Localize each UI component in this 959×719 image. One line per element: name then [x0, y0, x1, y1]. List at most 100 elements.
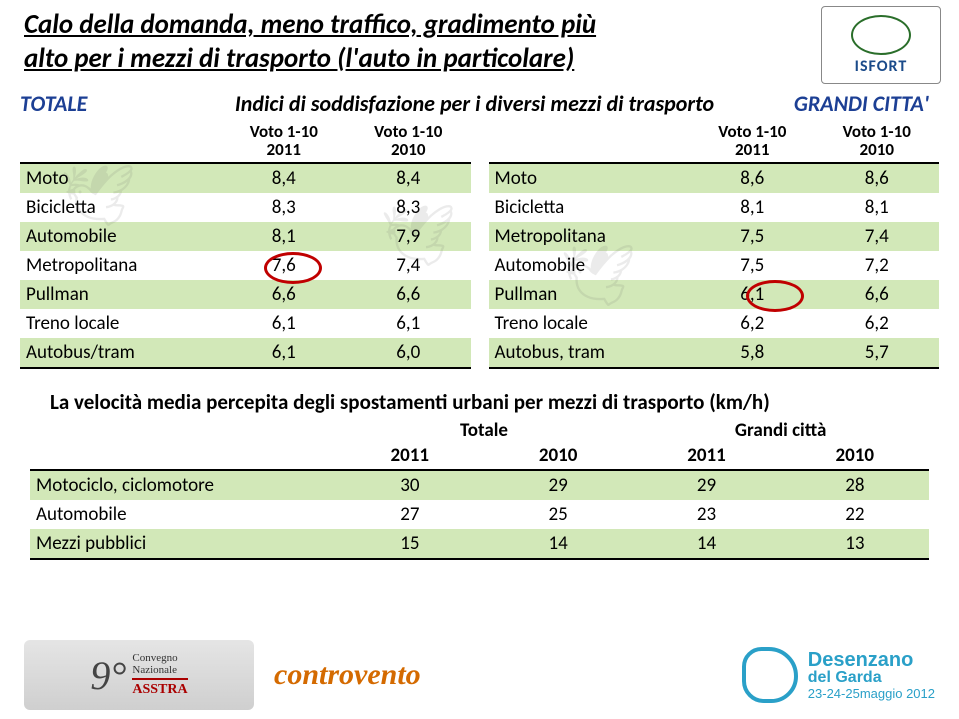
page-title-block: Calo della domanda, meno traffico, gradi…	[0, 0, 959, 76]
cell-label: Autobus, tram	[489, 338, 691, 368]
cell-value: 6,0	[346, 338, 470, 368]
cell-value: 7,5	[690, 222, 814, 251]
cell-label: Automobile	[20, 222, 222, 251]
label-totale: TOTALE	[20, 90, 180, 117]
logo-ring-icon	[851, 15, 911, 55]
table-row: Pullman6,66,6	[20, 280, 471, 309]
col-2010: 2010	[484, 444, 632, 470]
table-speed: Totale Grandi città 2011 2010 2011 2010 …	[30, 419, 929, 560]
cell-label: Moto	[489, 163, 691, 193]
table-row: Bicicletta8,38,3	[20, 193, 471, 222]
speed-section: La velocità media percepita degli sposta…	[0, 369, 959, 560]
table-row: Metropolitana7,57,4	[489, 222, 940, 251]
title-line-2: alto per i mezzi di trasporto (l'auto in…	[24, 42, 935, 76]
cell-value: 27	[336, 500, 484, 529]
cell-label: Automobile	[489, 251, 691, 280]
cell-value: 7,5	[690, 251, 814, 280]
cell-label: Metropolitana	[20, 251, 222, 280]
cell-value: 6,6	[222, 280, 346, 309]
cell-label: Pullman	[489, 280, 691, 309]
col-2010: 2010	[781, 444, 929, 470]
col-blank	[489, 121, 691, 163]
col-2011: 2011	[632, 444, 780, 470]
cell-value: 6,1	[222, 338, 346, 368]
cell-label: Autobus/tram	[20, 338, 222, 368]
table-totale: Voto 1-102011 Voto 1-102010 Moto8,48,4Bi…	[20, 121, 471, 369]
cell-label: Treno locale	[489, 309, 691, 338]
convegno-text: Convegno Nazionale ASSTRA	[132, 652, 187, 698]
table-row: Metropolitana7,67,4	[20, 251, 471, 280]
table-row: Mezzi pubblici15141413	[30, 529, 929, 559]
table-row: Moto8,48,4	[20, 163, 471, 193]
group-grandi: Grandi città	[632, 419, 929, 444]
footer: 9° Convegno Nazionale ASSTRA controvento…	[0, 631, 959, 719]
convegno-number: 9°	[90, 652, 126, 699]
table-row: Automobile27252322	[30, 500, 929, 529]
cell-value: 8,1	[815, 193, 939, 222]
col-voto-2010: Voto 1-102010	[815, 121, 939, 163]
cell-value: 7,4	[815, 222, 939, 251]
isfort-logo: ISFORT	[821, 6, 941, 84]
cell-value: 6,6	[346, 280, 470, 309]
col-voto-2011: Voto 1-102011	[222, 121, 346, 163]
cell-value: 6,6	[815, 280, 939, 309]
cell-label: Treno locale	[20, 309, 222, 338]
cell-value: 7,2	[815, 251, 939, 280]
table-row: Pullman6,16,6	[489, 280, 940, 309]
table-row: Treno locale6,16,1	[20, 309, 471, 338]
cell-value: 8,4	[346, 163, 470, 193]
convegno-badge: 9° Convegno Nazionale ASSTRA	[24, 640, 254, 710]
speed-title: La velocità media percepita degli sposta…	[30, 389, 929, 415]
cell-label: Bicicletta	[20, 193, 222, 222]
cell-value: 6,2	[690, 309, 814, 338]
cell-value: 6,1	[690, 280, 814, 309]
cell-label: Mezzi pubblici	[30, 529, 336, 559]
cell-label: Motociclo, ciclomotore	[30, 470, 336, 500]
cell-value: 29	[632, 470, 780, 500]
cell-label: Metropolitana	[489, 222, 691, 251]
label-grandi-citta: GRANDI CITTA'	[769, 90, 929, 117]
cell-value: 13	[781, 529, 929, 559]
cell-value: 25	[484, 500, 632, 529]
subtitle: Indici di soddisfazione per i diversi me…	[180, 90, 769, 117]
cell-value: 8,4	[222, 163, 346, 193]
cell-value: 7,6	[222, 251, 346, 280]
cell-value: 8,1	[690, 193, 814, 222]
table-row: Automobile7,57,2	[489, 251, 940, 280]
cell-value: 22	[781, 500, 929, 529]
desenzano-block: Desenzano del Garda 23-24-25maggio 2012	[742, 647, 935, 703]
table-row: Autobus, tram5,85,7	[489, 338, 940, 368]
desenzano-line1: Desenzano	[808, 650, 935, 670]
cell-label: Automobile	[30, 500, 336, 529]
desenzano-line2: del Garda	[808, 670, 935, 686]
satisfaction-tables: Voto 1-102011 Voto 1-102010 Moto8,48,4Bi…	[0, 117, 959, 369]
subtitle-row: TOTALE Indici di soddisfazione per i div…	[0, 76, 959, 117]
col-voto-2010: Voto 1-102010	[346, 121, 470, 163]
cell-value: 7,9	[346, 222, 470, 251]
cell-value: 28	[781, 470, 929, 500]
cell-value: 6,1	[222, 309, 346, 338]
controvento-label: controvento	[274, 658, 421, 692]
cell-value: 30	[336, 470, 484, 500]
asstra-label: ASSTRA	[132, 678, 187, 697]
table-row: Automobile8,17,9	[20, 222, 471, 251]
col-voto-2011: Voto 1-102011	[690, 121, 814, 163]
table-row: Treno locale6,26,2	[489, 309, 940, 338]
group-totale: Totale	[336, 419, 633, 444]
table-row: Moto8,68,6	[489, 163, 940, 193]
cell-label: Pullman	[20, 280, 222, 309]
cell-value: 29	[484, 470, 632, 500]
cell-value: 7,4	[346, 251, 470, 280]
cell-label: Moto	[20, 163, 222, 193]
table-row: Motociclo, ciclomotore30292928	[30, 470, 929, 500]
cell-label: Bicicletta	[489, 193, 691, 222]
cell-value: 15	[336, 529, 484, 559]
cell-value: 23	[632, 500, 780, 529]
table-row: Autobus/tram6,16,0	[20, 338, 471, 368]
cell-value: 8,6	[690, 163, 814, 193]
table-row: Bicicletta8,18,1	[489, 193, 940, 222]
logo-text: ISFORT	[855, 57, 908, 76]
cell-value: 14	[632, 529, 780, 559]
cell-value: 6,1	[346, 309, 470, 338]
col-blank	[30, 444, 336, 470]
